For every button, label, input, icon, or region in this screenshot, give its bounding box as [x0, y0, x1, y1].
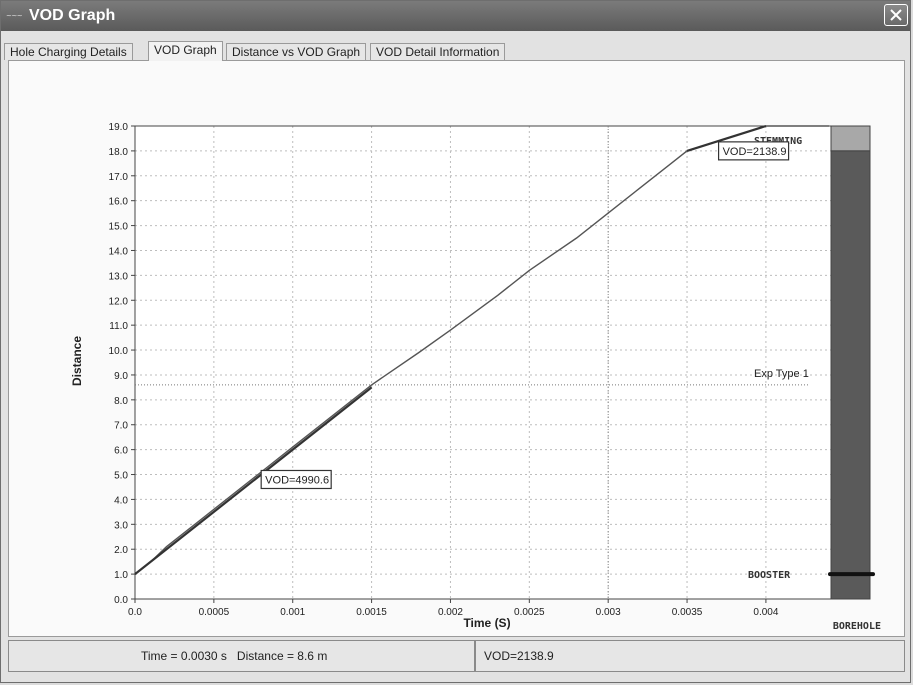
x-tick-label: 0.003	[596, 607, 621, 618]
y-tick-label: 9.0	[114, 371, 128, 382]
vod-annotation-box-2	[717, 141, 790, 161]
y-tick-label: 15.0	[109, 222, 129, 233]
y-tick-label: 16.0	[109, 197, 129, 208]
close-button[interactable]	[884, 4, 908, 26]
y-tick-label: 13.0	[109, 271, 129, 282]
status-vod: VOD=2138.9	[475, 640, 905, 672]
y-axis-title: Distance	[70, 336, 84, 386]
vod-graph-panel: 0.0 1.0 2.0 3.0 4.0 5.0 6.0 7.0 8.0 9.0 10.0 11.0 12…	[8, 60, 905, 637]
x-axis-title: Time (S)	[463, 616, 510, 630]
close-icon	[890, 9, 902, 21]
y-tick-label: 8.0	[114, 396, 128, 407]
x-tick-label: 0.002	[438, 607, 463, 618]
y-tick-label: 19.0	[109, 122, 129, 133]
x-tick-label: 0.0005	[199, 607, 230, 618]
vod-fit-line-1	[134, 386, 373, 575]
y-tick-label: 17.0	[109, 172, 129, 183]
x-tick-label: 0.0015	[356, 607, 387, 618]
window-title: VOD Graph	[29, 7, 116, 24]
explosive-zone-label: Exp Type 1	[754, 368, 809, 380]
x-tick-label: 0.004	[753, 607, 778, 618]
x-tick-label: 0.001	[280, 607, 305, 618]
y-tick-label: 18.0	[109, 147, 129, 158]
app-icon: ~~~	[6, 12, 23, 20]
y-tick-label: 11.0	[109, 321, 128, 332]
vod-fit-line-2	[686, 124, 767, 152]
vod-chart[interactable]: 0.0 1.0 2.0 3.0 4.0 5.0 6.0 7.0 8.0 9.0 10.0 11.0 12…	[9, 61, 904, 636]
y-tick-label: 6.0	[114, 446, 128, 457]
x-tick-label: 0.0035	[672, 607, 703, 618]
tab-vod-graph[interactable]: VOD Graph	[148, 41, 223, 61]
borehole-label: BOREHOLE	[833, 621, 881, 632]
vod-annotation-label-1: VOD=4990.6	[265, 474, 329, 486]
borehole-column	[830, 150, 871, 600]
y-tick-label: 14.0	[109, 246, 129, 257]
x-tick-label: 0.0025	[514, 607, 545, 618]
y-tick-label: 4.0	[114, 495, 128, 506]
title-bar[interactable]: ~~~ VOD Graph	[1, 1, 910, 31]
tab-hole-charging-details[interactable]: Hole Charging Details	[4, 43, 133, 60]
y-tick-label: 10.0	[109, 346, 129, 357]
y-tick-label: 2.0	[114, 545, 128, 556]
x-tick-label: 0.0	[128, 607, 142, 618]
vod-annotation-label-2: VOD=2138.9	[723, 146, 787, 158]
tab-bar: Hole Charging Details VOD Graph Distance…	[4, 35, 904, 61]
tab-vod-detail-information[interactable]: VOD Detail Information	[370, 43, 506, 60]
y-tick-label: 7.0	[114, 421, 128, 432]
status-position: Time = 0.0030 s Distance = 8.6 m	[8, 640, 475, 672]
tab-distance-vs-vod-graph[interactable]: Distance vs VOD Graph	[226, 43, 367, 60]
booster-label: BOOSTER	[748, 570, 791, 581]
y-tick-label: 3.0	[114, 520, 128, 531]
status-bar: Time = 0.0030 s Distance = 8.6 m VOD=213…	[8, 640, 905, 672]
y-tick-label: 1.0	[114, 570, 128, 581]
y-tick-label: 0.0	[114, 595, 128, 606]
stemming-zone	[830, 125, 871, 152]
y-tick-label: 12.0	[109, 296, 129, 307]
y-tick-label: 5.0	[114, 471, 128, 482]
vod-annotation-box-1	[260, 469, 332, 490]
plot-background	[135, 126, 870, 599]
